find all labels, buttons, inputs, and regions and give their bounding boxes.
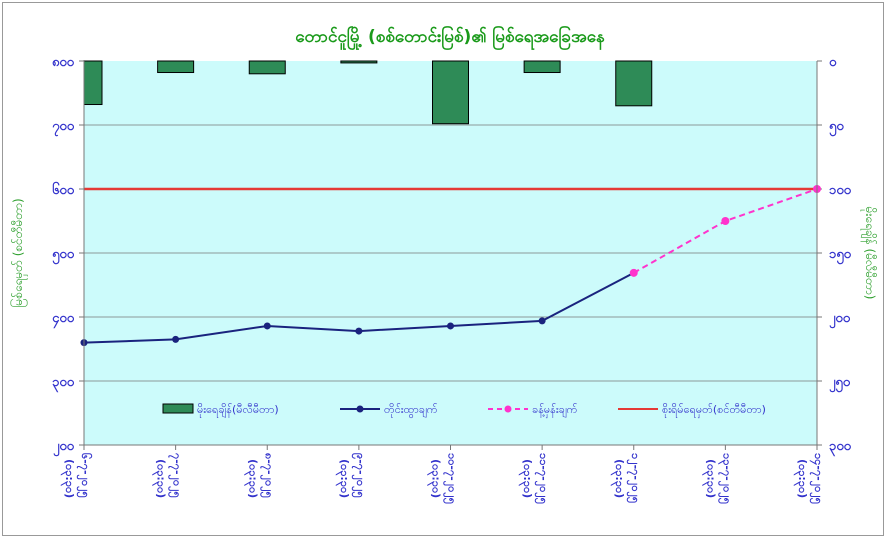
y-tick-label-right: ၂၀၀	[829, 311, 851, 329]
rain-bar	[432, 60, 469, 125]
observed-point	[263, 322, 271, 330]
legend-label: မိုးရေချိန်(မီလီမီတာ)	[197, 403, 279, 418]
x-tick-label-date: ၉-၇-၂၀၂၅	[351, 453, 367, 499]
y-tick-label-right: ၅၀	[829, 119, 844, 137]
legend-label: ခန့်မှန်းချက်	[532, 403, 578, 418]
x-tick-label-date: ၁၁-၇-၂၀၂၅	[534, 453, 550, 505]
x-tick-label-date: ၆-၇-၂၀၂၅	[76, 453, 92, 499]
x-tick-label-date: ၇-၇-၂၀၂၅	[168, 453, 184, 499]
rain-bar	[248, 60, 286, 75]
y-tick-label-left: ၆၀၀	[52, 181, 75, 198]
rain-bar	[83, 60, 103, 106]
y-tick-label-left: ၃၀၀	[52, 375, 75, 393]
x-tick-label-date: ၈-၇-၂၀၂၅	[259, 453, 275, 499]
y-tick-label-right: ၁၀၀	[829, 183, 852, 198]
x-tick-label-date: ၁၀-၇-၂၀၂၅	[443, 453, 459, 505]
x-tick-label-time: (၀၃:၃၀)	[152, 459, 168, 498]
forecast-point	[629, 268, 638, 277]
y-axis-title-left: မြစ်ရေမှတ် (စင်တီမီတာ)	[9, 198, 28, 307]
x-tick-label-time: (၀၃:၃၀)	[60, 459, 76, 498]
y-tick-label-left: ၂၀၀	[53, 439, 75, 457]
rain-bar	[340, 60, 378, 64]
observed-point	[172, 335, 180, 343]
y-tick-label-right: ၀	[829, 55, 837, 70]
legend-label: စိုးရိမ်ရေမှတ်(စင်တီမီတာ)	[662, 403, 766, 418]
y-axis-title-right: မိုးရေချိန် (မီလီမီတာ)	[860, 207, 878, 300]
x-tick-label-time: (၀၃:၃၀)	[427, 459, 443, 498]
x-tick-label-time: (၀၃:၃၀)	[701, 459, 717, 498]
chart-title: တောင်ငူမြို့ (စစ်တောင်းမြစ်)၏ မြစ်ရေအခြေ…	[295, 24, 605, 51]
observed-point	[355, 327, 363, 335]
y-tick-label-right: ၂၅၀	[829, 375, 851, 393]
x-tick-label-date: ၁၄-၇-၂၀၂၅	[809, 453, 825, 505]
y-tick-label-left: ၇၀၀	[52, 119, 75, 137]
legend-label: တိုင်းထွာချက်	[384, 403, 438, 418]
observed-point	[538, 317, 546, 325]
x-tick-label-time: (၀၃:၃၀)	[518, 459, 534, 498]
rain-bar	[615, 60, 653, 107]
y-tick-label-right: ၁၅၀	[829, 247, 852, 265]
rain-bar	[157, 60, 195, 74]
observed-point	[447, 322, 454, 330]
legend-swatch-marker	[504, 405, 512, 413]
x-tick-label-time: (၀၃:၃၀)	[335, 459, 351, 498]
x-tick-label-date: ၁၂-၇-၂၀၂၅	[626, 453, 642, 504]
forecast-point	[721, 217, 730, 225]
x-tick-label-time: (၀၃:၃၀)	[610, 459, 626, 498]
y-tick-label-left: ၈၀၀	[52, 55, 75, 70]
legend-swatch-marker	[356, 405, 364, 413]
x-tick-label-time: (၀၃:၃၀)	[793, 459, 809, 498]
legend-swatch-bar	[162, 403, 194, 414]
rain-bar	[523, 60, 561, 74]
y-tick-label-left: ၅၀၀	[52, 247, 75, 265]
x-tick-label-time: (၀၃:၃၀)	[243, 459, 259, 498]
y-tick-label-right: ၃၀၀	[829, 439, 852, 457]
x-tick-label-date: ၁၃-၇-၂၀၂၅	[717, 453, 733, 505]
y-tick-label-left: ၄၀၀	[52, 311, 75, 329]
